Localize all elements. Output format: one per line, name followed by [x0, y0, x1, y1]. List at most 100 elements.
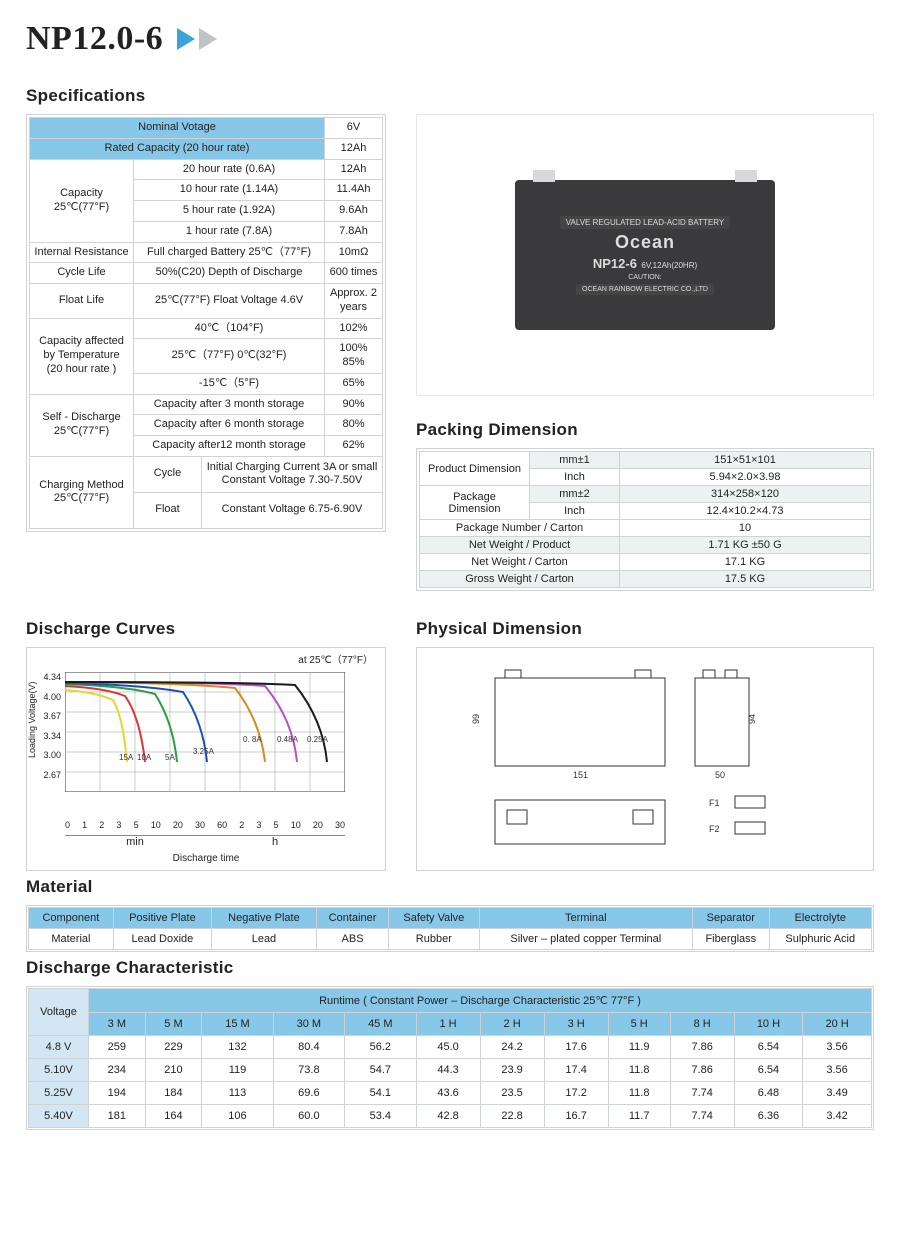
spec-cell: 50%(C20) Depth of Discharge: [134, 263, 325, 284]
physical-dim-heading: Physical Dimension: [416, 619, 874, 639]
battery-footer: OCEAN RAINBOW ELECTRIC CO.,LTD: [576, 284, 714, 295]
dc-cell: 56.2: [345, 1036, 416, 1059]
dc-col-header: 5 M: [145, 1013, 202, 1036]
pack-cell: 5.94×2.0×3.98: [620, 469, 871, 486]
dc-cell: 210: [145, 1059, 202, 1082]
spec-cell: 9.6Ah: [325, 201, 383, 222]
dc-cell: 3.49: [803, 1082, 872, 1105]
spec-cell: Capacity after 6 month storage: [134, 415, 325, 436]
mat-cell: Sulphuric Acid: [769, 929, 871, 950]
discharge-chart: at 25℃（77°F） Loading Voltage(V) 4.34 4.0…: [26, 647, 386, 871]
dc-cell: 3.56: [803, 1059, 872, 1082]
pack-cell: Gross Weight / Carton: [420, 571, 620, 588]
dc-cell: 3.42: [803, 1105, 872, 1128]
dc-cell: 54.7: [345, 1059, 416, 1082]
chart-y-title: Loading Voltage(V): [27, 681, 37, 758]
spec-cell: 12Ah: [325, 138, 383, 159]
dc-col-header: 20 H: [803, 1013, 872, 1036]
packing-heading: Packing Dimension: [416, 420, 874, 440]
spec-cell: Float: [134, 492, 202, 528]
spec-cell: 10 hour rate (1.14A): [134, 180, 325, 201]
y-tick: 3.67: [39, 707, 61, 727]
svg-text:0.48A: 0.48A: [277, 735, 299, 744]
product-title: NP12.0-6: [26, 20, 163, 58]
chart-min-h: minh: [65, 835, 345, 848]
mat-header: Terminal: [479, 908, 693, 929]
svg-text:99: 99: [471, 714, 481, 724]
spec-cell: 1 hour rate (7.8A): [134, 221, 325, 242]
mat-header: Positive Plate: [113, 908, 211, 929]
spec-cell: 80%: [325, 415, 383, 436]
dc-cell: 11.8: [608, 1059, 670, 1082]
dc-runtime-label: Runtime ( Constant Power – Discharge Cha…: [89, 989, 872, 1013]
dc-cell: 54.1: [345, 1082, 416, 1105]
dc-cell: 23.9: [480, 1059, 544, 1082]
dc-cell: 17.6: [544, 1036, 608, 1059]
dc-cell: 69.6: [273, 1082, 344, 1105]
dc-heading: Discharge Characteristic: [26, 958, 874, 978]
spec-table-wrap: Nominal Votage6V Rated Capacity (20 hour…: [26, 114, 386, 532]
dc-cell: 259: [89, 1036, 146, 1059]
spec-cell: 6V: [325, 118, 383, 139]
dc-cell: 11.9: [608, 1036, 670, 1059]
min-label: min: [65, 835, 205, 848]
chart-x-labels: 0123510203060235102030: [65, 820, 345, 830]
svg-text:0.25A: 0.25A: [307, 735, 329, 744]
dc-cell: 43.6: [416, 1082, 480, 1105]
dc-cell: 6.48: [734, 1082, 802, 1105]
spec-table: Nominal Votage6V Rated Capacity (20 hour…: [29, 117, 383, 529]
spec-cell: Internal Resistance: [30, 242, 134, 263]
dc-col-header: 8 H: [670, 1013, 734, 1036]
dc-cell: 7.86: [670, 1036, 734, 1059]
spec-cell: 102%: [325, 318, 383, 339]
title-row: NP12.0-6: [26, 20, 874, 58]
pack-cell: mm±2: [530, 486, 620, 503]
mat-cell: ABS: [316, 929, 388, 950]
y-tick: 3.00: [39, 746, 61, 766]
mat-cell: Material: [29, 929, 114, 950]
dc-cell: 11.7: [608, 1105, 670, 1128]
mat-header: Container: [316, 908, 388, 929]
pack-cell: 17.5 KG: [620, 571, 871, 588]
pack-cell: 314×258×120: [620, 486, 871, 503]
dc-cell: 106: [202, 1105, 273, 1128]
pack-cell: Package Dimension: [420, 486, 530, 520]
packing-table-wrap: Product Dimensionmm±1151×51×101 Inch5.94…: [416, 448, 874, 591]
spec-cell: Self - Discharge 25℃(77°F): [30, 394, 134, 456]
y-tick: 3.34: [39, 727, 61, 747]
mat-cell: Fiberglass: [693, 929, 769, 950]
dc-cell: 23.5: [480, 1082, 544, 1105]
discharge-curves-heading: Discharge Curves: [26, 619, 386, 639]
product-image: VALVE REGULATED LEAD-ACID BATTERY Ocean …: [416, 114, 874, 396]
material-heading: Material: [26, 877, 874, 897]
dc-cell: 17.2: [544, 1082, 608, 1105]
spec-cell: Capacity after12 month storage: [134, 436, 325, 457]
dc-cell: 119: [202, 1059, 273, 1082]
spec-cell: 7.8Ah: [325, 221, 383, 242]
spec-cell: Capacity 25℃(77°F): [30, 159, 134, 242]
dc-col-header: 2 H: [480, 1013, 544, 1036]
spec-cell: Initial Charging Current 3A or small Con…: [202, 456, 383, 492]
dc-cell: 6.54: [734, 1059, 802, 1082]
dc-cell: 7.74: [670, 1105, 734, 1128]
spec-cell: 65%: [325, 373, 383, 394]
chart-svg: 15A 10A 5A 3.25A 0. 8A 0.48A 0.25A: [65, 672, 345, 792]
svg-text:94: 94: [747, 714, 757, 724]
mat-header: Electrolyte: [769, 908, 871, 929]
pack-cell: Net Weight / Product: [420, 537, 620, 554]
dc-cell: 164: [145, 1105, 202, 1128]
dc-table-wrap: Voltage Runtime ( Constant Power – Disch…: [26, 986, 874, 1130]
spec-cell: Rated Capacity (20 hour rate): [30, 138, 325, 159]
dc-voltage-label: Voltage: [29, 989, 89, 1036]
physical-dim-diagram: 99 94 151 50 F1 F2: [416, 647, 874, 871]
pack-cell: mm±1: [530, 452, 620, 469]
dc-voltage-cell: 5.40V: [29, 1105, 89, 1128]
svg-text:F2: F2: [709, 824, 720, 834]
battery-graphic: VALVE REGULATED LEAD-ACID BATTERY Ocean …: [515, 180, 775, 330]
svg-text:0. 8A: 0. 8A: [243, 735, 262, 744]
dc-col-header: 10 H: [734, 1013, 802, 1036]
spec-cell: Cycle: [134, 456, 202, 492]
spec-cell: Capacity after 3 month storage: [134, 394, 325, 415]
svg-text:F1: F1: [709, 798, 720, 808]
mat-cell: Lead Doxide: [113, 929, 211, 950]
